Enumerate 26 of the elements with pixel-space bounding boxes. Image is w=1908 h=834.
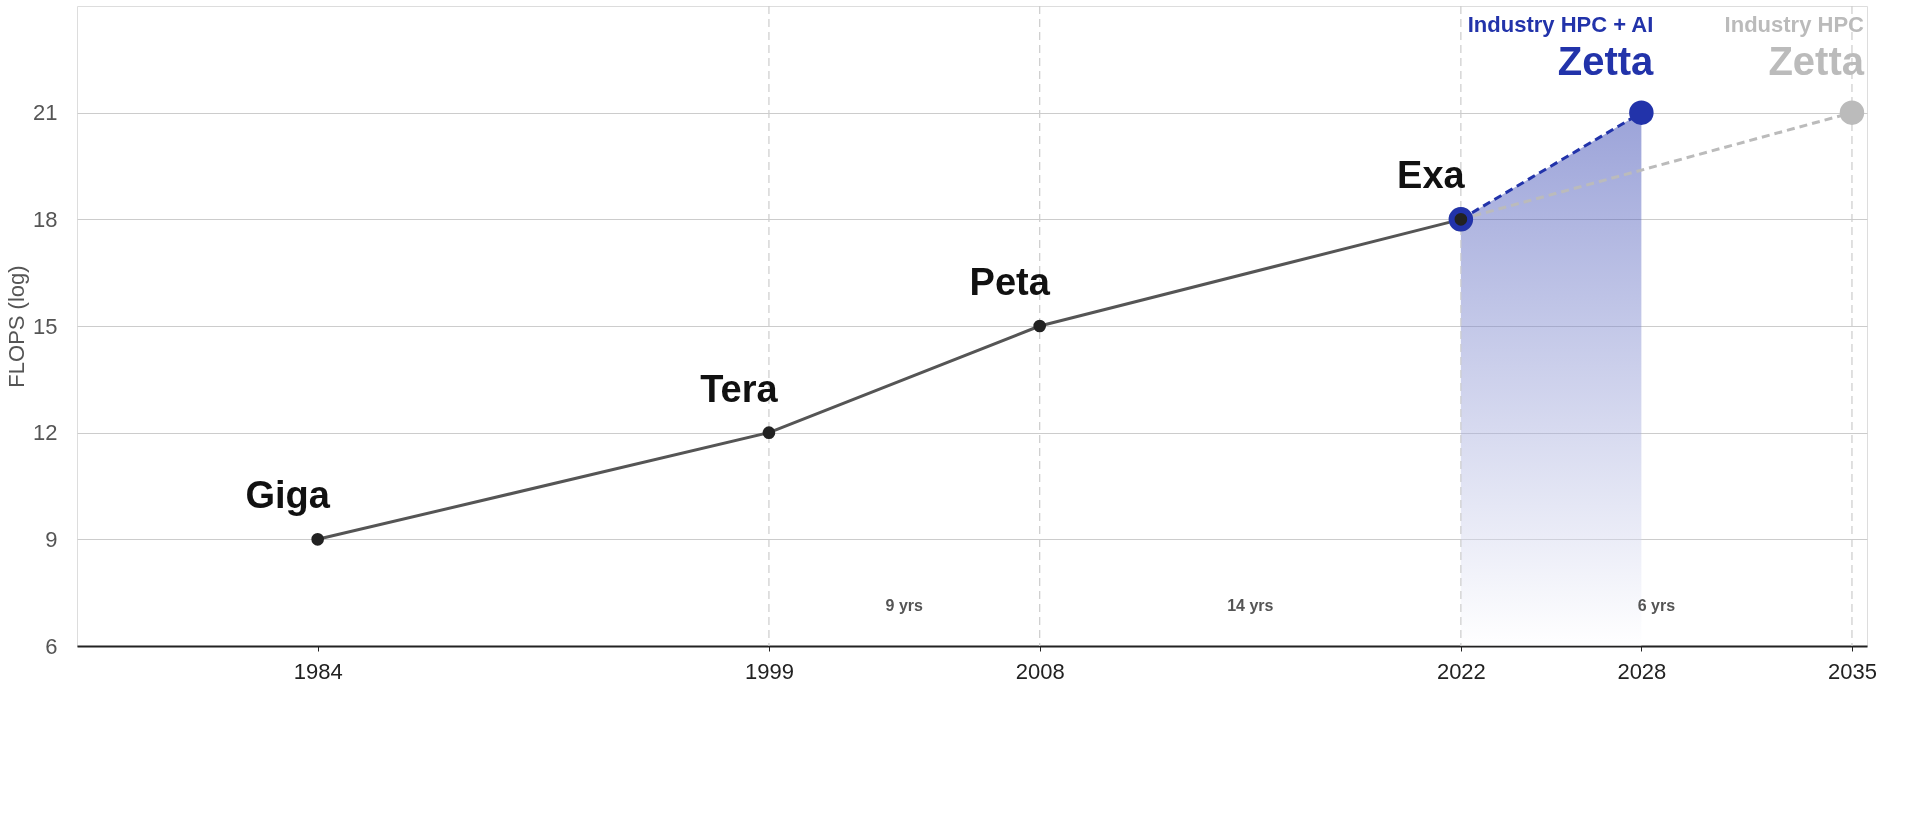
y-tick-label: 21 (33, 100, 58, 126)
y-tick-label: 9 (45, 526, 58, 552)
annotation: 14 yrs (1227, 597, 1274, 614)
y-tick-label: 15 (33, 313, 58, 339)
point (1839, 100, 1865, 125)
x-tick-label: 2035 (1827, 658, 1877, 684)
annotation: Zetta (1768, 38, 1865, 83)
annotation: Exa (1397, 154, 1466, 197)
x-tick-label: 2008 (1015, 658, 1065, 684)
text: Industry HPC + AI (1467, 11, 1654, 37)
x-tick-label: 2022 (1436, 658, 1486, 684)
annotation: Peta (969, 261, 1051, 303)
x-tick-label: 1999 (744, 658, 794, 684)
x-tick-label: 1984 (293, 658, 343, 684)
annotation: Tera (700, 367, 779, 410)
annotation: 6 yrs (1637, 597, 1676, 614)
point (1629, 100, 1654, 125)
y-axis-title: FLOPS (log) (4, 265, 30, 388)
y-tick-label: 6 (45, 633, 58, 659)
y-tick-label: 12 (33, 420, 58, 446)
text: Industry HPC (1724, 11, 1865, 37)
annotation: Giga (245, 474, 331, 517)
annotation: Zetta (1557, 38, 1655, 83)
y-tick-label: 18 (33, 206, 58, 232)
annotation: 9 yrs (885, 597, 924, 614)
x-tick-label: 2028 (1617, 658, 1667, 684)
